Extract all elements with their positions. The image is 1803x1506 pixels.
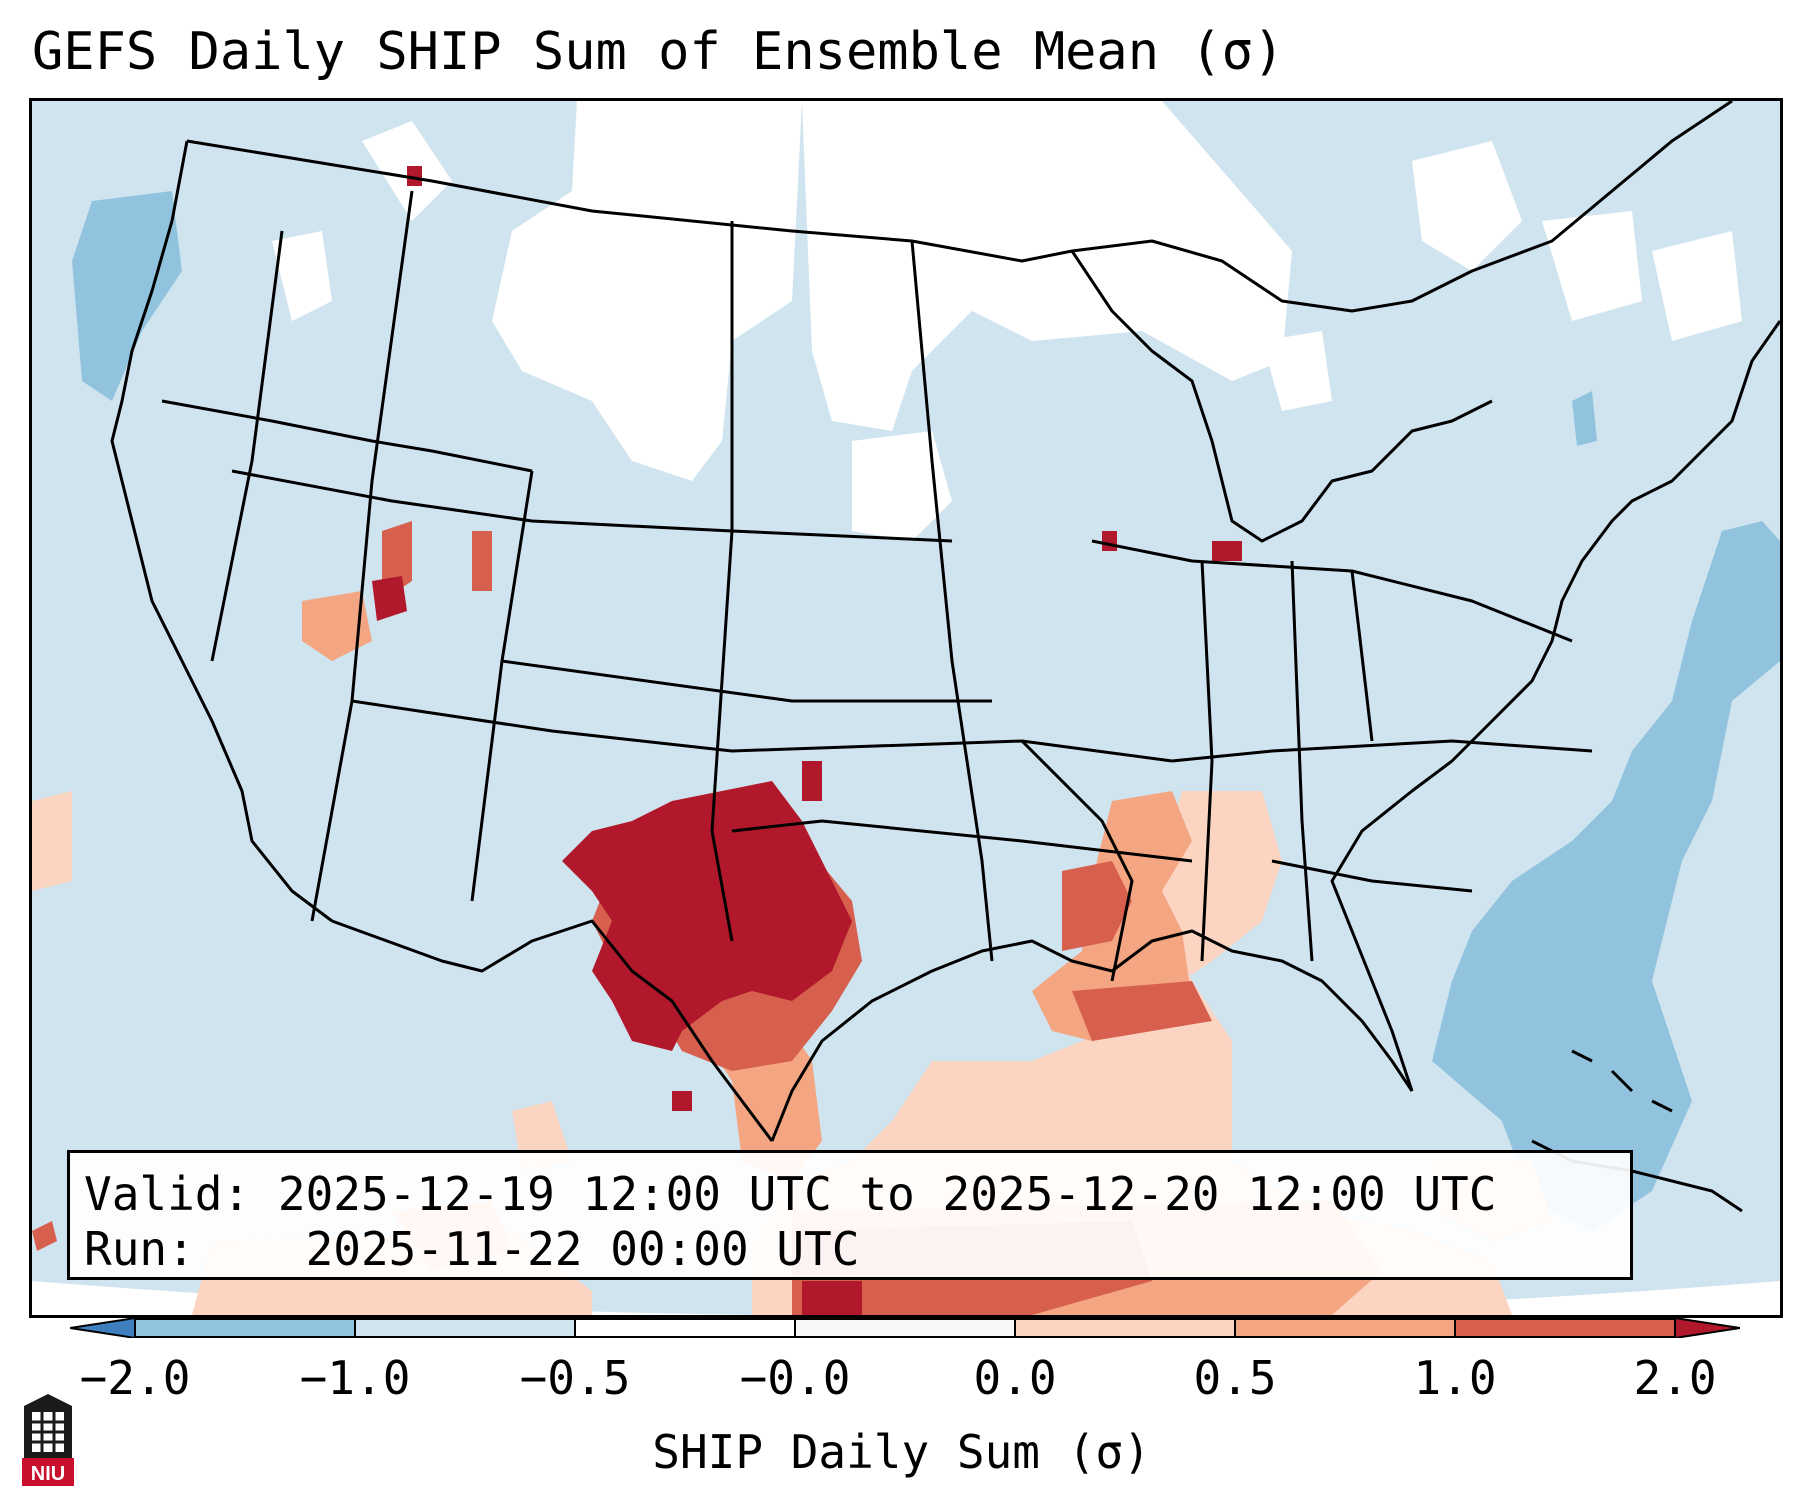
colorbar-tick-label: 0.0 [973, 1351, 1057, 1405]
valid-row: Valid: 2025-12-19 12:00 UTC to 2025-12-2… [84, 1167, 1630, 1222]
colorbar-ticks: −2.0 −1.0 −0.5 −0.0 0.0 0.5 1.0 2.0 [0, 1350, 1803, 1410]
colorbar-tick-label: 1.0 [1413, 1351, 1497, 1405]
map-title: GEFS Daily SHIP Sum of Ensemble Mean (σ) [32, 22, 1285, 82]
run-row: Run: 2025-11-22 00:00 UTC [84, 1222, 1630, 1277]
field-negative [72, 191, 1780, 1231]
colorbar-tick-label: −1.0 [299, 1351, 411, 1405]
colorbar [70, 1318, 1740, 1338]
run-label: Run: [84, 1222, 195, 1276]
map-canvas [32, 101, 1780, 1315]
field-near-zero [272, 101, 1742, 541]
colorbar-label: SHIP Daily Sum (σ) [652, 1425, 1151, 1479]
colorbar-tick-label: 2.0 [1633, 1351, 1717, 1405]
colorbar-segment [1455, 1318, 1676, 1338]
state-boundaries [110, 101, 1780, 1142]
colorbar-segment [795, 1318, 1016, 1338]
map-panel [29, 98, 1783, 1318]
colorbar-min-extension [70, 1318, 136, 1338]
colorbar-segment [1015, 1318, 1236, 1338]
colorbar-tick-label: −2.0 [79, 1351, 191, 1405]
run-value: 2025-11-22 00:00 UTC [305, 1222, 860, 1276]
niu-logo-text: NIU [31, 1463, 65, 1485]
colorbar-segment [1235, 1318, 1456, 1338]
valid-label: Valid: [84, 1167, 251, 1221]
colorbar-tick-label: −0.0 [739, 1351, 851, 1405]
valid-value: 2025-12-19 12:00 UTC to 2025-12-20 12:00… [277, 1167, 1497, 1221]
colorbar-tick-label: 0.5 [1193, 1351, 1277, 1405]
valid-run-info-box: Valid: 2025-12-19 12:00 UTC to 2025-12-2… [67, 1150, 1633, 1280]
colorbar-segment [135, 1318, 356, 1338]
field-extreme-positive [372, 166, 1242, 1315]
caribbean-islands [1531, 1049, 1743, 1213]
colorbar-max-extension [1674, 1318, 1740, 1338]
colorbar-segment [355, 1318, 576, 1338]
colorbar-tick-label: −0.5 [519, 1351, 631, 1405]
niu-logo: NIU [22, 1394, 74, 1486]
colorbar-segment [575, 1318, 796, 1338]
